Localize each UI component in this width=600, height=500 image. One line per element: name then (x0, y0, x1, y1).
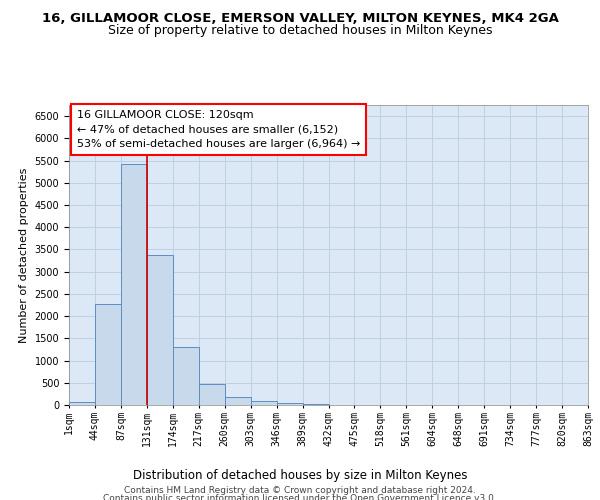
Bar (302, 404, 329, 405)
Text: Size of property relative to detached houses in Milton Keynes: Size of property relative to detached ho… (108, 24, 492, 37)
Text: Contains public sector information licensed under the Open Government Licence v3: Contains public sector information licen… (103, 494, 497, 500)
Bar (251, 401, 277, 405)
Text: 16 GILLAMOOR CLOSE: 120sqm
← 47% of detached houses are smaller (6,152)
53% of s: 16 GILLAMOOR CLOSE: 120sqm ← 47% of deta… (77, 110, 360, 149)
Bar (199, 384, 224, 405)
Bar (95, 304, 121, 405)
Text: Distribution of detached houses by size in Milton Keynes: Distribution of detached houses by size … (133, 469, 467, 482)
Y-axis label: Number of detached properties: Number of detached properties (19, 168, 29, 342)
Bar (173, 347, 199, 405)
Text: 16, GILLAMOOR CLOSE, EMERSON VALLEY, MILTON KEYNES, MK4 2GA: 16, GILLAMOOR CLOSE, EMERSON VALLEY, MIL… (41, 12, 559, 26)
Bar (121, 164, 147, 405)
Bar (277, 403, 302, 405)
Bar (225, 398, 251, 405)
Text: Contains HM Land Registry data © Crown copyright and database right 2024.: Contains HM Land Registry data © Crown c… (124, 486, 476, 495)
Bar (147, 255, 173, 405)
Bar (69, 402, 95, 405)
